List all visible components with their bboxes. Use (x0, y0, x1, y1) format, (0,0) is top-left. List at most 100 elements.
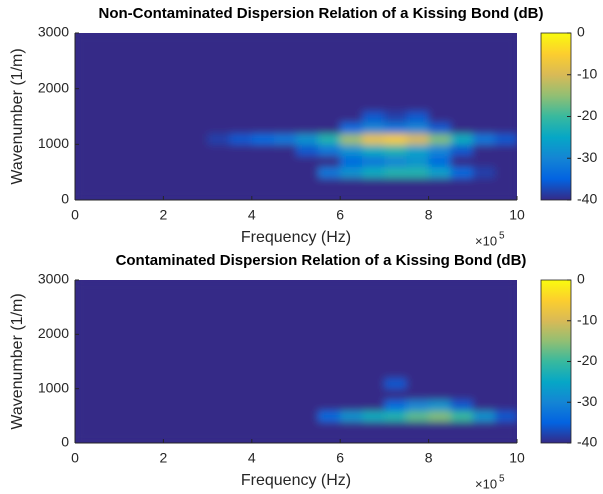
cell (97, 432, 120, 443)
cell (296, 323, 319, 335)
cell (119, 133, 142, 145)
cell (97, 323, 120, 335)
cell (406, 432, 430, 443)
cell (472, 410, 496, 422)
cell (406, 290, 430, 303)
cell (229, 88, 253, 101)
cell (97, 290, 120, 303)
cell (318, 280, 341, 292)
cell (362, 188, 385, 200)
cell (318, 133, 341, 145)
cell (318, 66, 341, 79)
cell (494, 432, 517, 443)
cell (362, 356, 385, 368)
cell (340, 356, 363, 368)
cell (273, 144, 297, 156)
cell (273, 155, 297, 168)
heatmap-cells (75, 280, 517, 443)
cell (97, 122, 120, 134)
colorbar-tick-label: -30 (577, 149, 597, 165)
cell (273, 388, 297, 401)
cell (450, 399, 474, 411)
cell (296, 110, 319, 123)
cell (97, 77, 120, 90)
cell (406, 399, 430, 411)
cell (141, 356, 164, 368)
cell (119, 312, 142, 324)
cell (141, 421, 164, 433)
cell (163, 166, 186, 179)
cell (251, 399, 275, 411)
cell (141, 66, 164, 79)
cell (296, 421, 319, 433)
cell (406, 33, 430, 45)
cell (229, 122, 253, 134)
cell (251, 312, 275, 324)
cell (185, 280, 209, 292)
cell (141, 99, 164, 112)
cell (163, 388, 186, 401)
cell (207, 432, 231, 443)
cell (494, 323, 517, 335)
cell (428, 290, 452, 303)
cell (273, 290, 297, 303)
cell (340, 280, 363, 292)
colorbar-tick-label: 0 (577, 24, 585, 40)
cell (296, 188, 319, 200)
cell (450, 155, 474, 168)
y-tick-label: 1000 (38, 135, 69, 151)
cell (251, 323, 275, 335)
cell (384, 388, 407, 401)
cell (340, 177, 363, 190)
cell (340, 88, 363, 101)
cell (229, 388, 253, 401)
cell (229, 77, 253, 90)
cell (185, 366, 209, 379)
cell (273, 432, 297, 443)
cell (207, 280, 231, 292)
cell (472, 432, 496, 443)
cell (494, 377, 517, 390)
cell (296, 122, 319, 134)
y-axis-label: Wavenumber (1/m) (9, 293, 26, 429)
cell (97, 410, 120, 422)
cell (472, 334, 496, 346)
cell (185, 312, 209, 324)
cell (362, 301, 385, 314)
cell (207, 133, 231, 145)
cell (472, 110, 496, 123)
cell (119, 33, 142, 45)
cell (494, 33, 517, 45)
cell (229, 312, 253, 324)
cell (119, 144, 142, 156)
cell (75, 312, 98, 324)
cell (97, 301, 120, 314)
cell (119, 399, 142, 411)
cell (163, 188, 186, 200)
cell (450, 280, 474, 292)
cell (296, 356, 319, 368)
cell (75, 133, 98, 145)
cell (362, 280, 385, 292)
cell (384, 188, 407, 200)
cell (119, 301, 142, 314)
cell (428, 99, 452, 112)
cell (362, 88, 385, 101)
cell (318, 345, 341, 357)
cell (119, 55, 142, 67)
cell (229, 301, 253, 314)
cell (251, 155, 275, 168)
cell (428, 144, 452, 156)
cell (163, 432, 186, 443)
cell (185, 432, 209, 443)
cell (384, 110, 407, 123)
cell (273, 301, 297, 314)
cell (163, 399, 186, 411)
cell (251, 133, 275, 145)
cell (185, 133, 209, 145)
cell (163, 99, 186, 112)
cell (97, 280, 120, 292)
cell (472, 377, 496, 390)
y-tick-label: 3000 (38, 271, 69, 287)
